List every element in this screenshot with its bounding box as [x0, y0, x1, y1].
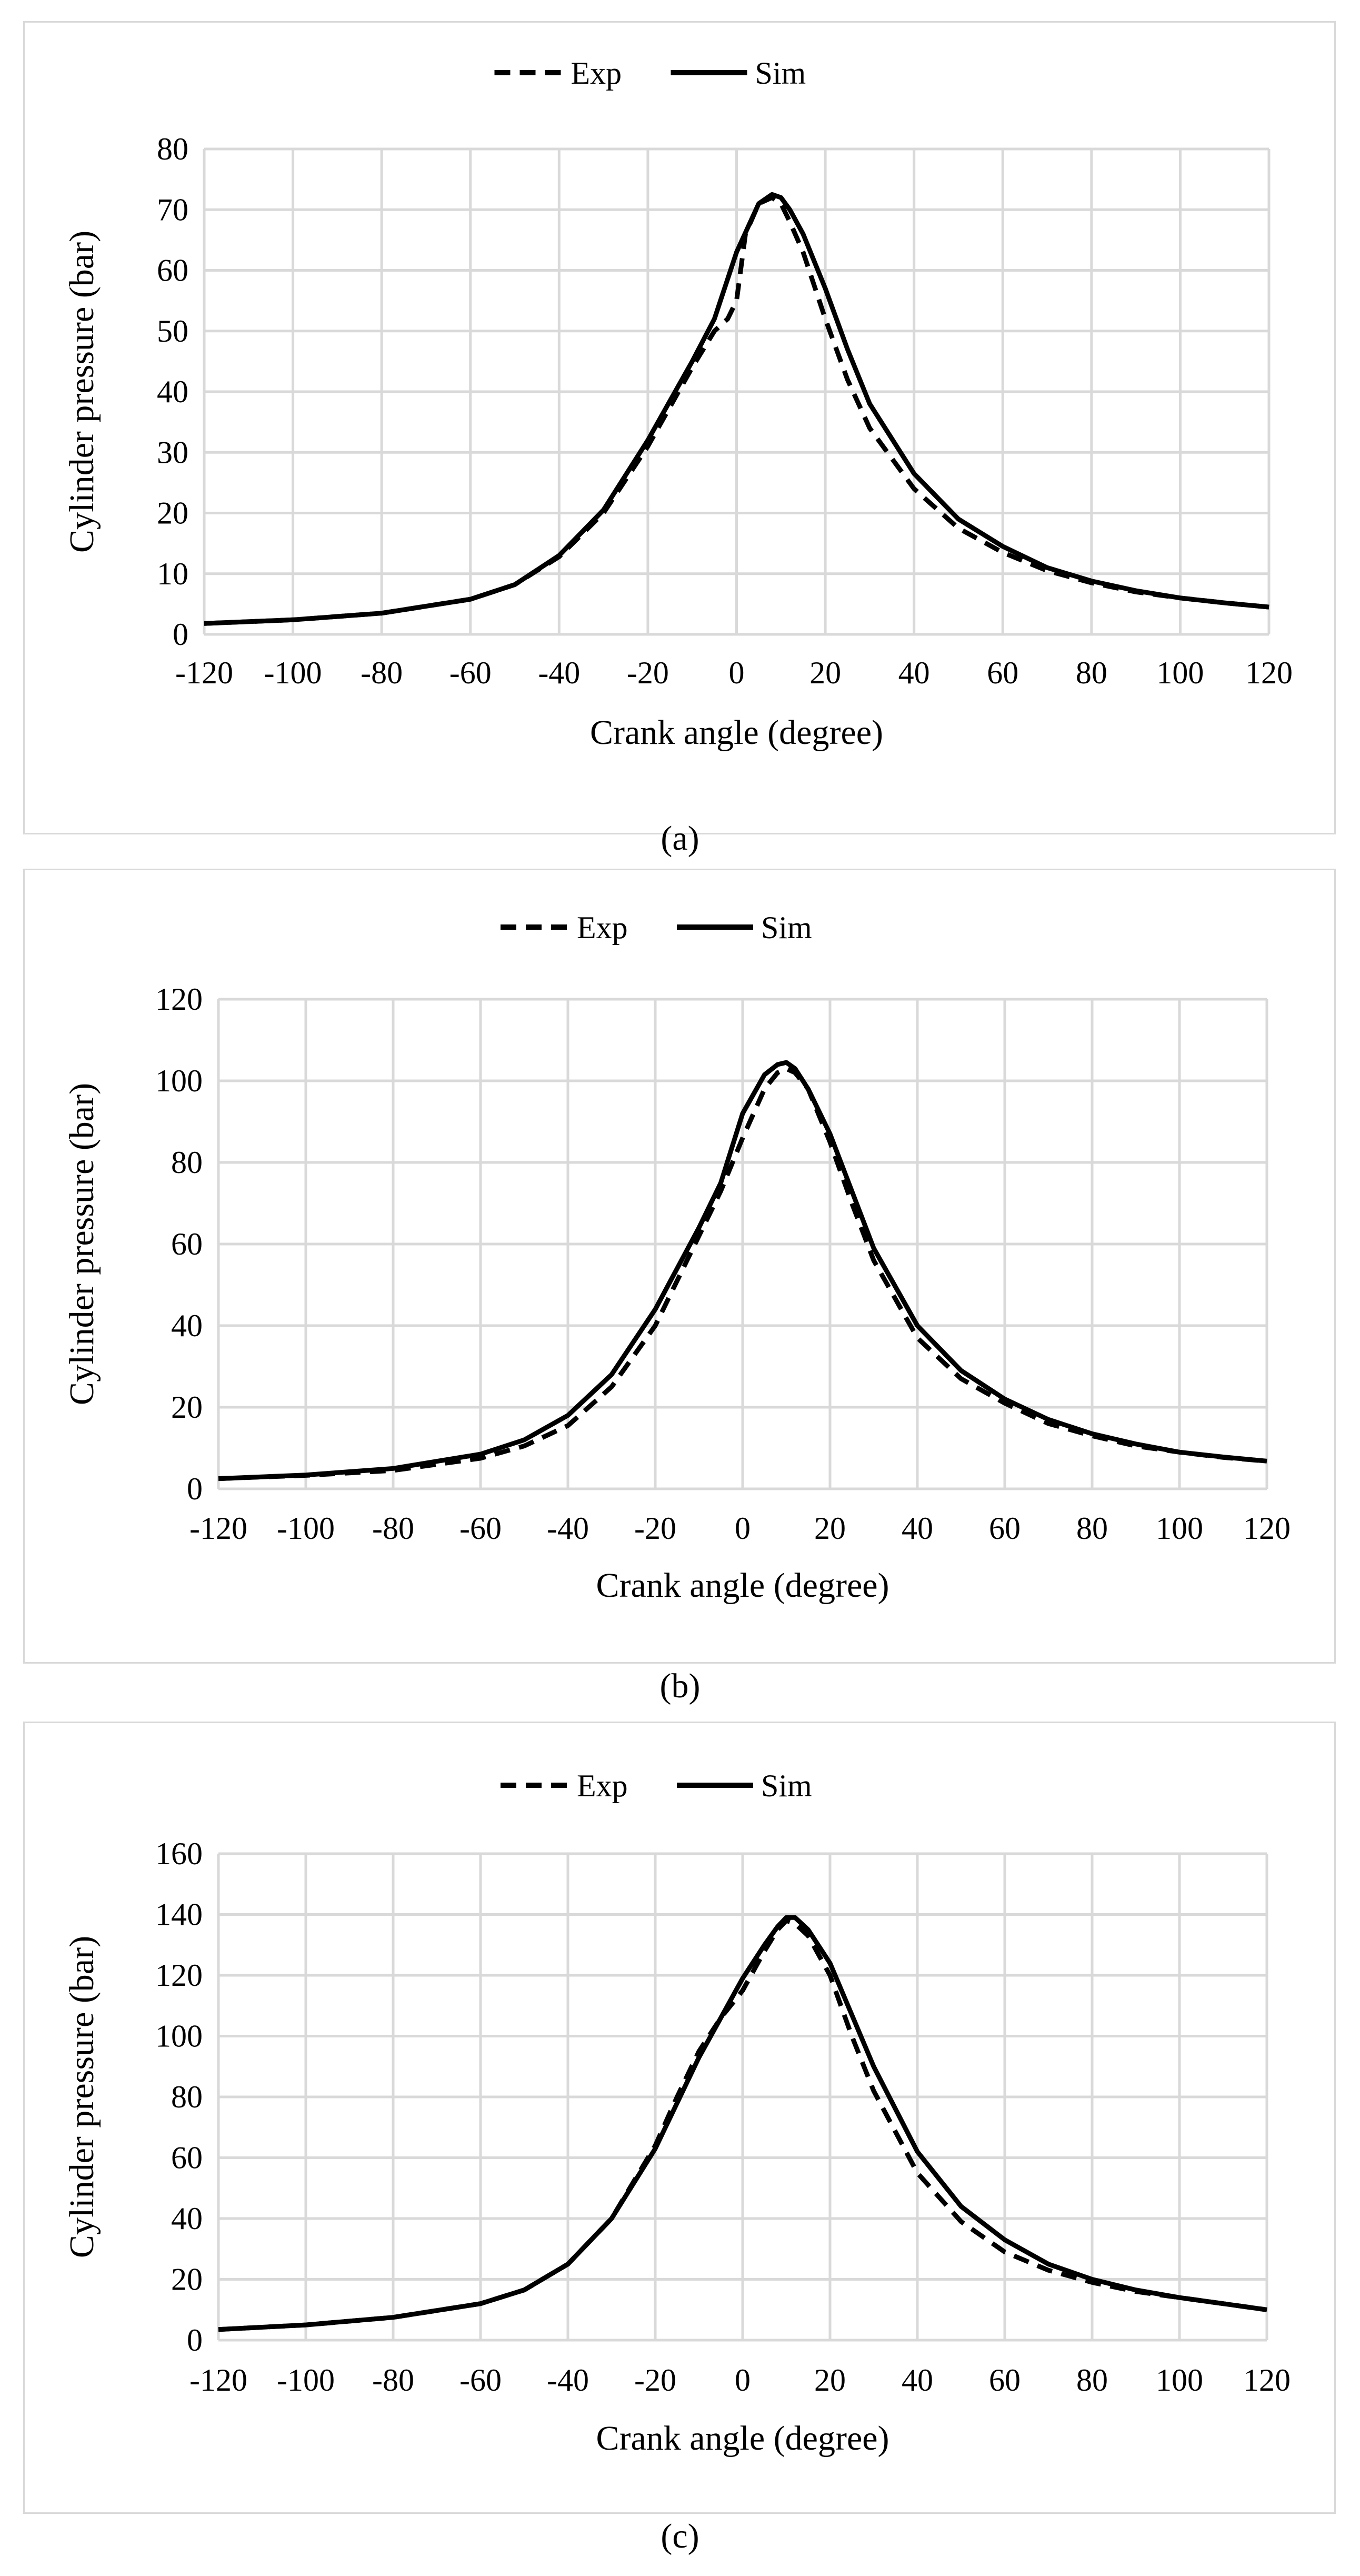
y-tick-label: 80 — [171, 2080, 203, 2114]
x-tick-label: 100 — [1156, 655, 1204, 690]
x-tick-label: 80 — [1076, 2363, 1108, 2398]
x-tick-label: 0 — [735, 1511, 751, 1546]
series-line-sim — [204, 192, 1269, 626]
y-tick-label: 140 — [155, 1897, 203, 1932]
x-tick-label: 100 — [1156, 1511, 1203, 1546]
y-tick-label: 100 — [155, 2019, 203, 2054]
x-tick-label: 20 — [814, 1511, 846, 1546]
gridlines — [217, 998, 1268, 1490]
y-tick-label: 50 — [157, 314, 188, 349]
x-tick-label: -120 — [175, 655, 233, 690]
x-tick-label: 60 — [989, 1511, 1021, 1546]
x-tick-label: -100 — [277, 2363, 335, 2398]
x-tick-label: 40 — [902, 2363, 933, 2398]
y-tick-label: 70 — [157, 192, 188, 227]
x-tick-label: 40 — [898, 655, 930, 690]
y-tick-label: 0 — [187, 1471, 203, 1506]
x-tick-label: -40 — [538, 655, 580, 690]
chart-svg-a: 0 10 20 30 40 50 60 70 80 -120 -100 -80 -60 -40 -20 0 20… — [63, 56, 1293, 752]
y-axis-label: Cylinder pressure (bar) — [63, 1936, 101, 2258]
chart-caption-b: (b) — [659, 1667, 701, 1705]
x-tick-label: -120 — [189, 1511, 247, 1546]
x-tick-label: -100 — [264, 655, 322, 690]
x-tick-label: -40 — [547, 2363, 589, 2398]
x-tick-label: 60 — [987, 655, 1018, 690]
series-line-sim — [218, 1915, 1267, 2332]
x-tick-label: -120 — [189, 2363, 247, 2398]
x-tick-label: 20 — [814, 2363, 846, 2398]
x-tick-label: -80 — [372, 1511, 414, 1546]
y-tick-label: 40 — [171, 1308, 203, 1343]
y-tick-label: 80 — [171, 1145, 203, 1180]
x-tick-label: 80 — [1076, 655, 1107, 690]
x-tick-label: -100 — [277, 1511, 335, 1546]
legend-label-sim: Sim — [761, 910, 812, 945]
x-tick-label: -40 — [547, 1511, 589, 1546]
x-tick-label: 60 — [989, 2363, 1021, 2398]
x-tick-label: 20 — [809, 655, 841, 690]
chart-svg-c: 0 20 40 60 80 100 120 140 160 -120 -100 -80 -60 -40 -2… — [63, 1768, 1291, 2458]
x-axis-label: Crank angle (degree) — [596, 1566, 889, 1605]
x-tick-label: 0 — [729, 655, 745, 690]
y-tick-label: 120 — [155, 1958, 203, 1993]
x-tick-label: -60 — [459, 2363, 502, 2398]
y-tick-label: 80 — [157, 132, 188, 166]
x-axis-label: Crank angle (degree) — [596, 2419, 889, 2458]
y-tick-label: 0 — [173, 617, 188, 652]
x-tick-label: 120 — [1245, 655, 1293, 690]
y-tick-label: 40 — [157, 374, 188, 409]
y-tick-label: 100 — [155, 1063, 203, 1098]
x-tick-label: -80 — [361, 655, 403, 690]
y-tick-label: 160 — [155, 1836, 203, 1871]
y-tick-label: 40 — [171, 2201, 203, 2236]
x-tick-label: 40 — [902, 1511, 933, 1546]
x-tick-label: 120 — [1243, 2363, 1291, 2398]
chart-caption-a: (a) — [661, 819, 699, 858]
x-tick-label: 100 — [1156, 2363, 1203, 2398]
x-axis-label: Crank angle (degree) — [590, 713, 883, 752]
legend-label-sim: Sim — [761, 1768, 812, 1803]
y-tick-label: 20 — [171, 2262, 203, 2297]
y-tick-label: 10 — [157, 556, 188, 591]
y-tick-label: 120 — [155, 982, 203, 1017]
y-tick-label: 60 — [171, 1227, 203, 1261]
x-tick-label: 120 — [1243, 1511, 1291, 1546]
legend-label-exp: Exp — [571, 56, 622, 91]
x-tick-label: -20 — [634, 2363, 676, 2398]
y-axis-label: Cylinder pressure (bar) — [63, 1083, 101, 1405]
gridlines — [217, 1852, 1268, 2342]
x-tick-label: 0 — [735, 2363, 751, 2398]
chart-panel-c: 0 20 40 60 80 100 120 140 160 -120 -100 -80 -60 -40 -2… — [23, 1722, 1336, 2514]
legend-label-exp: Exp — [577, 910, 628, 945]
y-tick-label: 60 — [171, 2141, 203, 2175]
x-tick-label: -60 — [449, 655, 492, 690]
y-tick-label: 0 — [187, 2323, 203, 2358]
y-tick-label: 20 — [157, 496, 188, 531]
y-tick-label: 20 — [171, 1390, 203, 1425]
legend-label-sim: Sim — [755, 56, 806, 91]
chart-panel-b: 0 20 40 60 80 100 120 -120 -100 -80 -60 -40 -20 0 20 40… — [23, 869, 1336, 1664]
gridlines — [203, 147, 1271, 636]
chart-panel-a: 0 10 20 30 40 50 60 70 80 -120 -100 -80 -60 -40 -20 0 20… — [23, 21, 1336, 834]
series-line-exp — [218, 1066, 1267, 1481]
x-tick-label: -20 — [634, 1511, 676, 1546]
legend-label-exp: Exp — [577, 1768, 628, 1803]
y-tick-label: 30 — [157, 435, 188, 470]
y-axis-label: Cylinder pressure (bar) — [63, 231, 101, 553]
y-tick-label: 60 — [157, 253, 188, 288]
x-tick-label: -80 — [372, 2363, 414, 2398]
chart-svg-b: 0 20 40 60 80 100 120 -120 -100 -80 -60 -40 -20 0 20 40… — [63, 910, 1291, 1605]
chart-caption-c: (c) — [661, 2517, 699, 2555]
x-tick-label: -60 — [459, 1511, 502, 1546]
x-tick-label: 80 — [1076, 1511, 1108, 1546]
x-tick-label: -20 — [627, 655, 669, 690]
series-line-sim — [218, 1060, 1267, 1481]
